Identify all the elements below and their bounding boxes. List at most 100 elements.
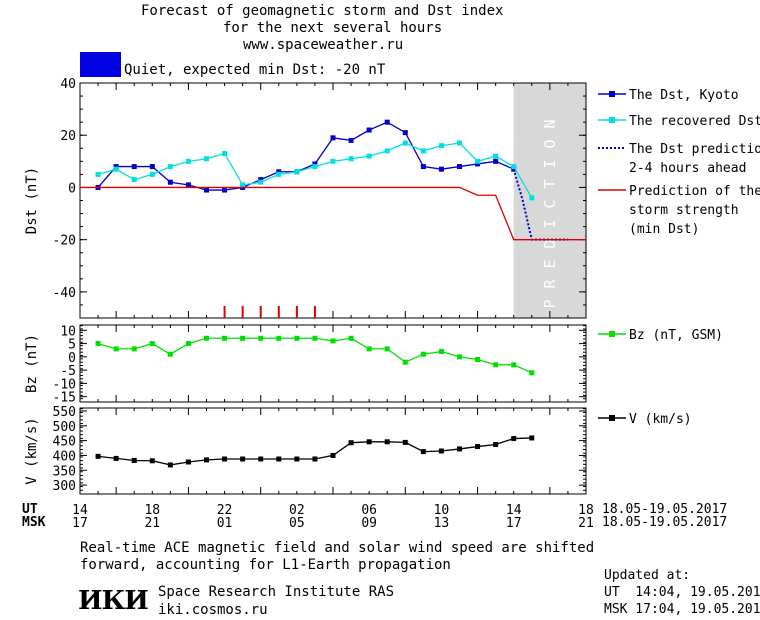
plot-frame [79, 82, 587, 319]
data-point [348, 335, 354, 341]
prediction-letter: I [541, 219, 559, 228]
data-point [402, 130, 408, 136]
data-point [204, 335, 209, 341]
msk-label: MSK [22, 515, 46, 530]
title-url: www.spaceweather.ru [243, 37, 404, 53]
data-point [493, 441, 499, 447]
data-point [384, 346, 390, 352]
data-point [222, 187, 228, 193]
data-point [240, 456, 246, 462]
ut-tick-label: 18 [144, 503, 160, 518]
data-point [348, 156, 354, 162]
data-point [258, 177, 264, 183]
data-point [438, 448, 444, 454]
updated-label: Updated at: [604, 568, 691, 583]
data-point [258, 179, 264, 185]
msk-tick-label: 17 [506, 516, 522, 531]
data-point [167, 164, 173, 170]
data-point [149, 341, 155, 347]
plot-frame [79, 407, 587, 495]
data-point [95, 171, 101, 177]
legend-label: V (km/s) [629, 412, 692, 427]
y-tick-label: 10 [60, 324, 76, 339]
y-tick-label: 0 [68, 181, 76, 196]
prediction-letter: D [541, 239, 559, 248]
legend-label: The recovered Dst [629, 114, 760, 129]
date-range-ut: 18.05-19.05.2017 [602, 502, 728, 517]
data-point [95, 341, 101, 347]
data-point [529, 370, 535, 376]
data-point [457, 140, 462, 146]
prediction-letter: T [541, 179, 559, 188]
data-point [113, 166, 119, 172]
y-tick-label: 20 [60, 129, 76, 144]
prediction-letter: I [541, 159, 559, 168]
legend-label: Prediction of the [629, 184, 760, 199]
ut-tick-label: 02 [289, 503, 305, 518]
msk-tick-label: 21 [578, 516, 594, 531]
data-point [493, 362, 499, 368]
data-point [493, 158, 499, 164]
y-axis-label: Dst (nT) [24, 167, 40, 234]
y-axis-label: Bz (nT) [24, 334, 40, 393]
y-tick-label: 40 [60, 77, 76, 92]
series-line-1 [97, 337, 533, 374]
data-point [366, 346, 372, 352]
data-point [330, 452, 336, 458]
data-point [366, 439, 372, 445]
title-line1: Forecast of geomagnetic storm and Dst in… [141, 3, 504, 19]
legend-label: 2-4 hours ahead [629, 161, 746, 176]
data-point [312, 161, 318, 167]
data-point [420, 164, 426, 170]
data-point [420, 351, 426, 357]
prediction-letter: O [541, 139, 559, 148]
data-point [312, 456, 318, 462]
msk-tick-label: 05 [289, 516, 305, 531]
footer-note-line1: Real-time ACE magnetic field and solar w… [80, 540, 595, 556]
data-point [475, 161, 481, 167]
data-point [131, 457, 137, 463]
data-point [402, 439, 408, 445]
data-point [529, 195, 535, 201]
data-point [185, 341, 191, 347]
y-tick-label: 400 [53, 449, 76, 464]
data-point [113, 346, 119, 352]
date-range-msk: 18.05-19.05.2017 [602, 515, 728, 530]
legend-marker [609, 117, 615, 123]
data-point [475, 158, 481, 164]
time-axis-labels: 14 18 22 02 06 10 14 18 17 21 01 05 09 13 17 21 [72, 503, 594, 531]
data-point [95, 453, 101, 459]
data-point [149, 164, 155, 170]
data-point [149, 171, 155, 177]
updated-msk: MSK 17:04, 19.05.2017 [604, 602, 760, 617]
prediction-letter: C [541, 199, 559, 208]
data-point [240, 182, 246, 188]
status-swatch [80, 52, 121, 77]
msk-tick-label: 01 [217, 516, 233, 531]
legend-marker [609, 91, 615, 97]
data-point [185, 182, 191, 188]
data-point [276, 456, 282, 462]
data-point [457, 354, 462, 360]
data-point [511, 362, 517, 368]
data-point [529, 435, 535, 441]
legend-marker [609, 415, 615, 421]
y-tick-label: 0 [68, 351, 76, 366]
data-point [402, 359, 408, 365]
y-tick-label: 300 [53, 479, 76, 494]
y-tick-label: 550 [53, 405, 76, 420]
data-point [493, 153, 499, 159]
institute-site[interactable]: iki.cosmos.ru [158, 602, 268, 618]
ut-label: UT [22, 502, 38, 517]
data-point [204, 187, 209, 193]
prediction-letter: N [541, 119, 559, 128]
data-point [294, 456, 300, 462]
series-line-4 [80, 186, 586, 241]
data-point [204, 457, 209, 463]
y-tick-label: -10 [53, 377, 76, 392]
ut-tick-label: 06 [361, 503, 377, 518]
